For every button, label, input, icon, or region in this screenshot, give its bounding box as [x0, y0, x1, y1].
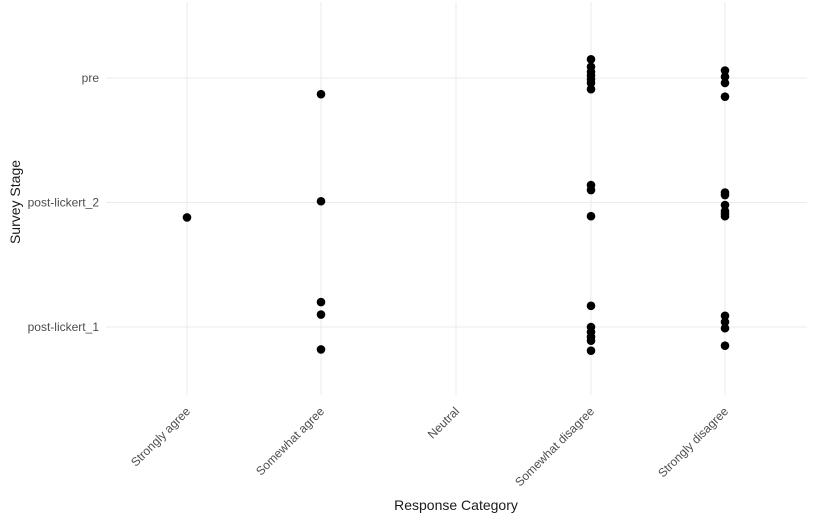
data-point: [586, 78, 596, 88]
data-point: [720, 200, 730, 210]
data-point: [586, 301, 596, 311]
x-tick-label: Neutral: [425, 404, 462, 441]
y-tick-label: post-lickert_1: [28, 320, 100, 334]
data-point: [720, 323, 730, 333]
data-point: [720, 92, 730, 101]
x-tick-label: Somewhat disagree: [512, 404, 597, 489]
data-point: [720, 66, 730, 75]
data-point: [316, 89, 326, 99]
data-point: [586, 346, 596, 355]
data-point: [316, 345, 326, 354]
x-tick-labels: Strongly agree Somewhat agree Neutral Somew…: [128, 404, 731, 489]
data-point: [720, 311, 730, 321]
data-point: [720, 211, 730, 221]
x-tick-label: Strongly agree: [128, 404, 193, 469]
x-tick-label: Strongly disagree: [655, 404, 731, 480]
y-tick-labels: post-lickert_1 post-lickert_2 pre: [28, 71, 100, 334]
x-tick-label: Somewhat agree: [253, 404, 327, 478]
data-point: [182, 213, 192, 222]
data-point: [586, 185, 596, 195]
x-gridlines: [186, 2, 726, 395]
y-tick-label: pre: [82, 71, 100, 85]
y-gridlines: [106, 77, 807, 328]
data-points: [182, 55, 730, 355]
data-point: [586, 211, 596, 221]
data-point: [720, 317, 730, 327]
data-point: [316, 310, 326, 319]
y-tick-label: post-lickert_2: [28, 196, 100, 210]
x-axis-title: Response Category: [394, 497, 518, 513]
data-point: [720, 78, 730, 88]
data-point: [720, 341, 730, 350]
data-point: [586, 55, 596, 64]
data-point: [316, 196, 326, 206]
data-point: [586, 84, 596, 94]
data-point: [316, 297, 326, 307]
data-point: [720, 72, 730, 82]
data-point: [586, 336, 596, 345]
data-point: [720, 190, 730, 200]
y-axis-title: Survey Stage: [7, 160, 23, 244]
